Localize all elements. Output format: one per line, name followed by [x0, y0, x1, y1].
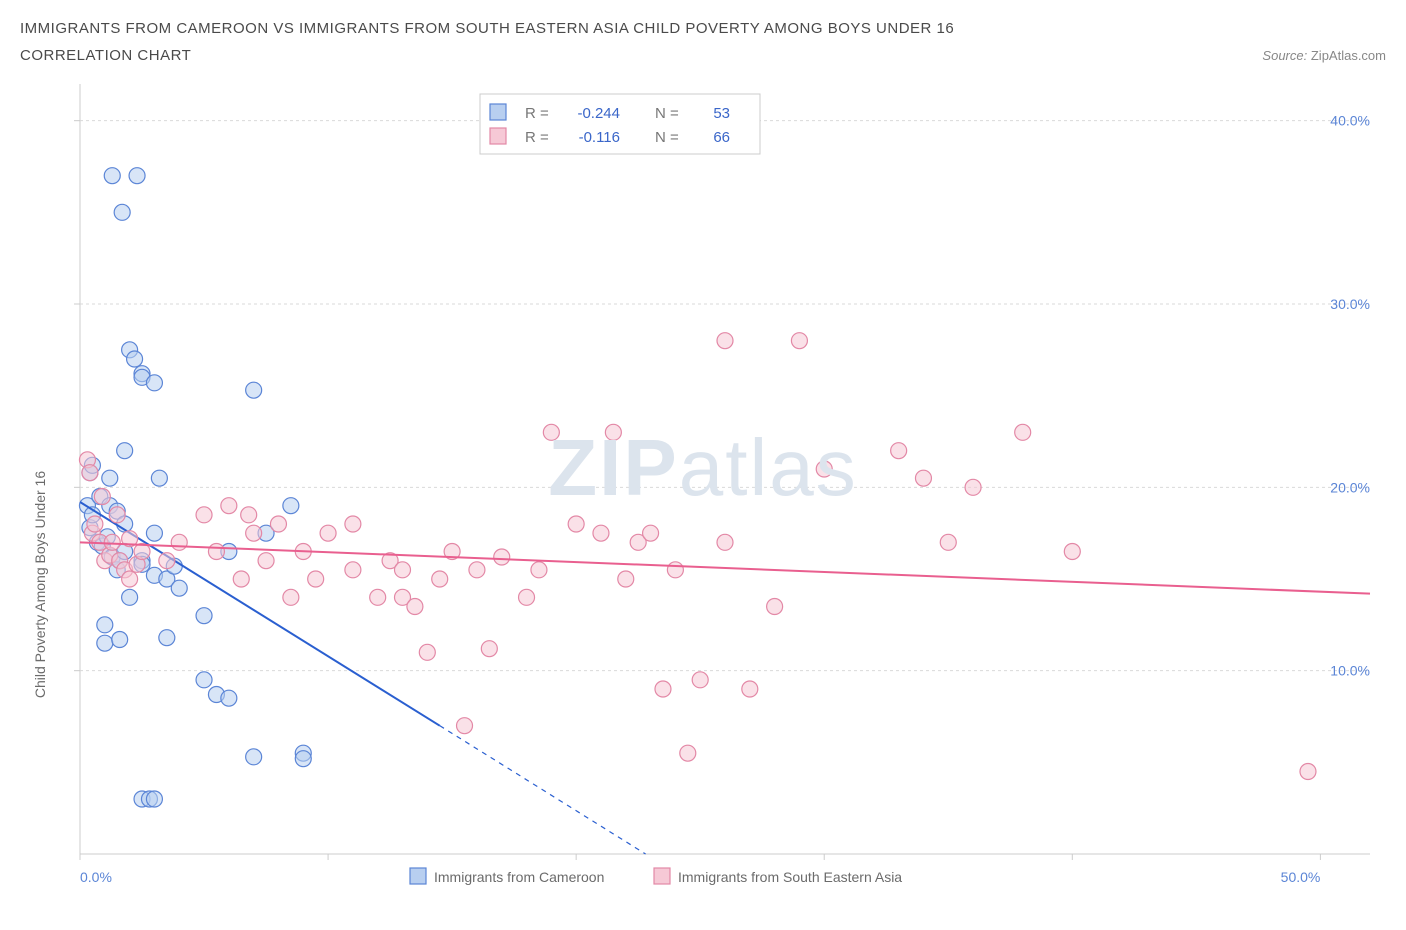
- svg-text:20.0%: 20.0%: [1330, 479, 1370, 495]
- svg-text:N =: N =: [655, 129, 679, 146]
- svg-text:Immigrants from South Eastern: Immigrants from South Eastern Asia: [678, 869, 902, 885]
- svg-text:Immigrants from Cameroon: Immigrants from Cameroon: [434, 869, 604, 885]
- svg-text:N =: N =: [655, 105, 679, 122]
- page-title: IMMIGRANTS FROM CAMEROON VS IMMIGRANTS F…: [20, 20, 1386, 37]
- svg-text:40.0%: 40.0%: [1330, 113, 1370, 129]
- svg-text:R =: R =: [525, 105, 549, 122]
- source-attribution: Source: ZipAtlas.com: [1262, 48, 1386, 63]
- scatter-chart: 10.0% 20.0% 30.0% 40.0% 0.0% 50.0% Child Pover…: [20, 74, 1386, 894]
- svg-text:R =: R =: [525, 129, 549, 146]
- svg-text:-0.244: -0.244: [577, 105, 620, 122]
- svg-text:50.0%: 50.0%: [1281, 869, 1321, 885]
- chart-container: ZIPatlas 10.0%20.0%30.0%40.0%0.0%50.0%Ch…: [20, 74, 1386, 894]
- source-label: Source:: [1262, 48, 1307, 63]
- source-name: ZipAtlas.com: [1311, 48, 1386, 63]
- svg-text:0.0%: 0.0%: [80, 869, 112, 885]
- subtitle: CORRELATION CHART: [20, 47, 191, 64]
- svg-text:53: 53: [713, 105, 730, 122]
- svg-text:-0.116: -0.116: [579, 129, 620, 146]
- svg-text:Child Poverty Among Boys Under: Child Poverty Among Boys Under 16: [32, 471, 48, 698]
- svg-text:10.0%: 10.0%: [1330, 663, 1370, 679]
- svg-text:30.0%: 30.0%: [1330, 296, 1370, 312]
- title-row: CORRELATION CHART Source: ZipAtlas.com: [20, 47, 1386, 64]
- svg-text:66: 66: [713, 129, 730, 146]
